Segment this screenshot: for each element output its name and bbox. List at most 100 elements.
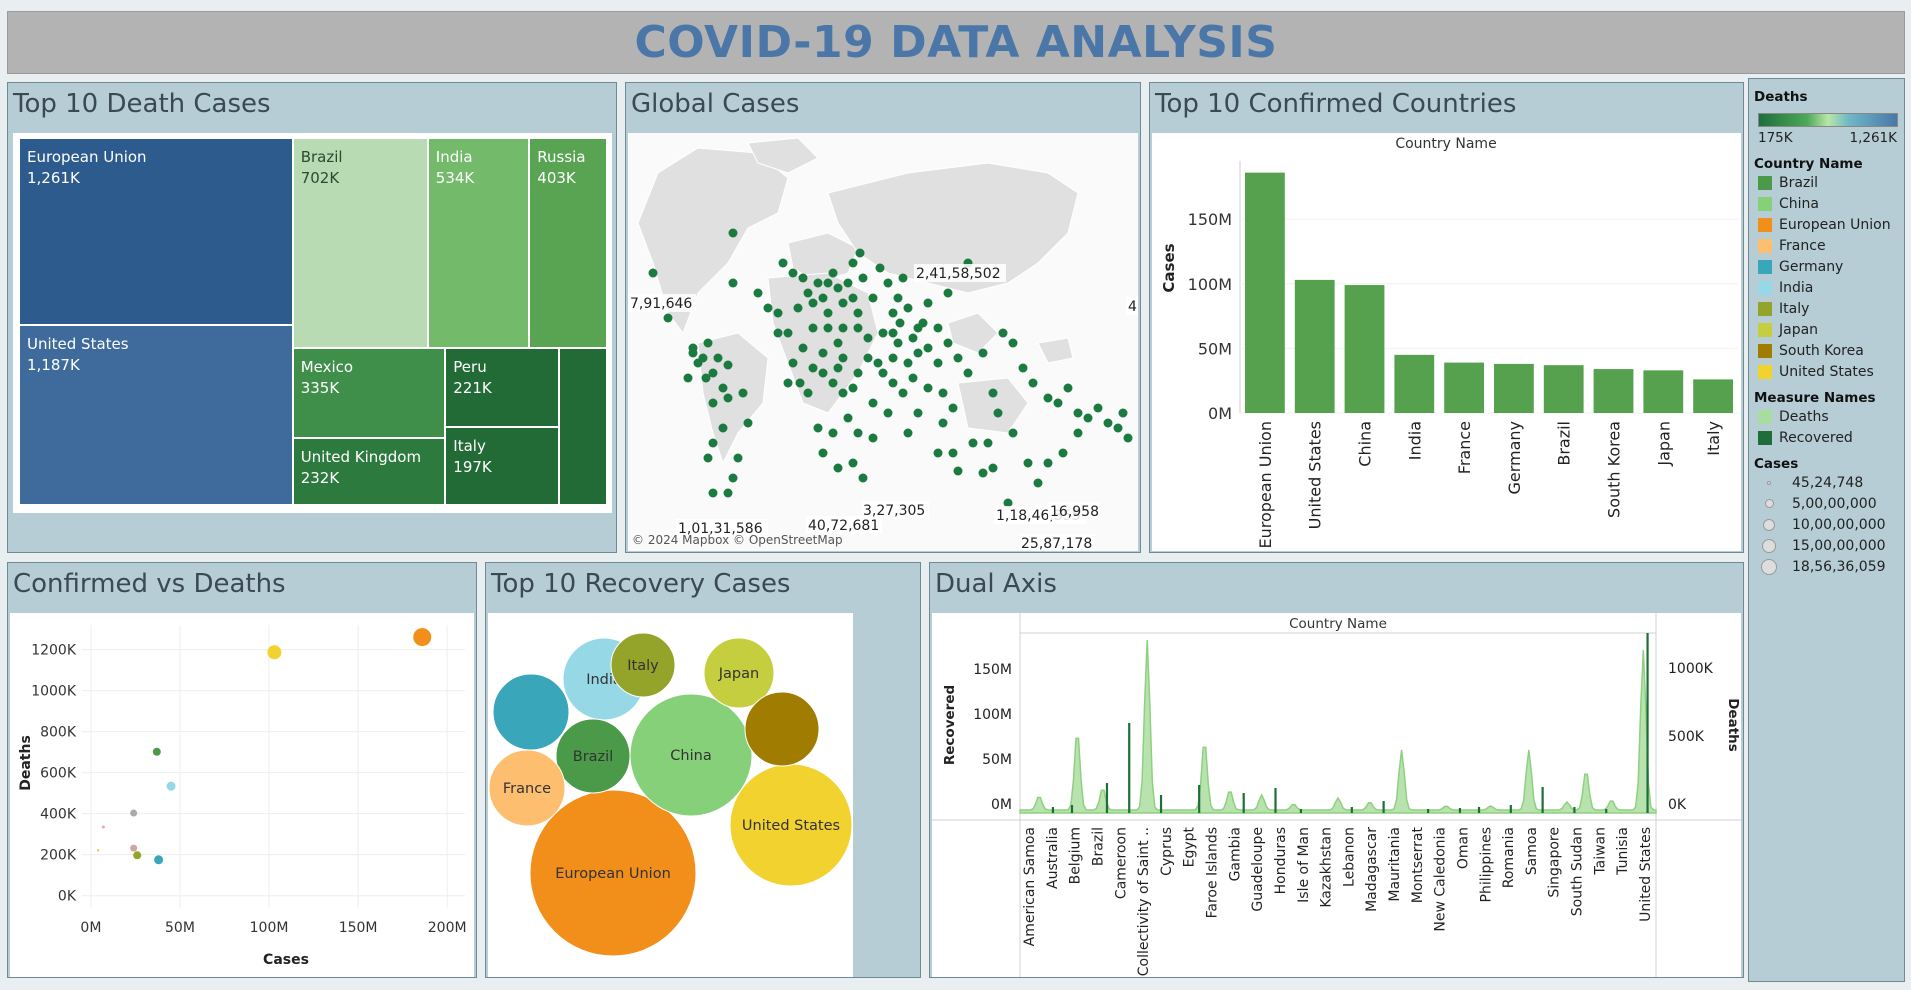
map-point <box>848 293 858 303</box>
panel-top10-confirmed: Top 10 Confirmed Countries Country Name 0… <box>1149 82 1744 553</box>
legend-label: 10,00,00,000 <box>1792 516 1886 533</box>
map-value-label: 25,87,178 <box>1021 536 1092 551</box>
map-point <box>713 353 723 363</box>
bubble-label: Japan <box>718 666 759 682</box>
map-point <box>823 308 833 318</box>
map-point <box>1008 428 1018 438</box>
treemap-cell[interactable]: European Union 1,261K <box>19 138 293 325</box>
map-point <box>1073 428 1083 438</box>
dual-svg: Country Name 0M 50M 100M 150M 0K 500K 1000K Reco… <box>932 613 1741 977</box>
map-point <box>1113 423 1123 433</box>
legend-size-circle <box>1761 558 1777 575</box>
legend-country-item[interactable]: South Korea <box>1754 340 1899 361</box>
map-point <box>883 408 893 418</box>
dual-x-tick-label: Taiwan <box>1592 827 1608 876</box>
legend-size-circle <box>1763 518 1775 531</box>
map-landmass <box>787 232 859 284</box>
legend-measure-item[interactable]: Deaths <box>1754 406 1899 427</box>
map-point <box>1123 433 1133 443</box>
legend-label: Germany <box>1779 258 1844 275</box>
treemap-cell-value: 197K <box>453 457 492 476</box>
map-point <box>793 303 803 313</box>
legend-sidebar: Deaths 175K 1,261K Country Name Brazil Ch… <box>1748 78 1905 982</box>
map-point <box>778 258 788 268</box>
map-point <box>863 353 873 363</box>
legend-country-item[interactable]: France <box>1754 235 1899 256</box>
treemap-cell[interactable]: India 534K <box>427 138 530 349</box>
map-point <box>898 273 908 283</box>
scatter-point <box>413 628 432 647</box>
bubble-label: European Union <box>555 866 671 882</box>
legend-country-item[interactable]: Japan <box>1754 319 1899 340</box>
dual-x-tick-label: Belgium <box>1068 827 1084 884</box>
legend-country-item[interactable]: China <box>1754 193 1899 214</box>
bar-chart-header: Country Name <box>1395 136 1496 152</box>
map-point <box>718 423 728 433</box>
legend-country-item[interactable]: Germany <box>1754 256 1899 277</box>
world-map[interactable]: 7,91,646 2,41,58,502 4 1,01,31,586 40,72,681… <box>628 133 1138 551</box>
map-point <box>688 348 698 358</box>
treemap-cell-value: 232K <box>300 468 340 487</box>
map-landmass <box>947 312 999 354</box>
map-point <box>703 453 713 463</box>
map-point <box>728 473 738 483</box>
treemap-cell-name: Brazil <box>300 148 343 166</box>
treemap-cell[interactable]: Peru 221K <box>445 348 560 427</box>
legend-country-item[interactable]: United States <box>1754 361 1899 382</box>
bar-x-tick-label: European Union <box>1256 421 1275 549</box>
bar-x-tick-label: United States <box>1306 421 1325 529</box>
scatter-x-tick-label: 0M <box>80 920 101 936</box>
map-label-bg <box>806 516 882 534</box>
dual-x-tick-label: Madagascar <box>1364 827 1380 912</box>
legend-measure-item[interactable]: Recovered <box>1754 427 1899 448</box>
map-landmass <box>697 332 769 465</box>
map-point <box>838 298 848 308</box>
bar-x-tick-label: Brazil <box>1555 421 1574 466</box>
treemap-cell[interactable]: Brazil 702K <box>292 138 428 349</box>
map-point <box>833 463 843 473</box>
legend-swatch <box>1758 430 1772 445</box>
legend-country-item[interactable]: Italy <box>1754 298 1899 319</box>
dual-left-tick-label: 150M <box>973 662 1012 678</box>
scatter-x-tick-label: 200M <box>428 920 467 936</box>
map-label-bg <box>676 519 768 537</box>
treemap-cell[interactable]: Russia 403K <box>529 138 607 349</box>
map-point <box>813 423 823 433</box>
map-point <box>733 453 743 463</box>
bar <box>1643 370 1684 413</box>
dual-recovered-bar <box>1427 809 1430 813</box>
map-point <box>895 318 905 328</box>
dual-x-tick-label: American Samoa <box>1022 827 1038 946</box>
map-point <box>858 273 868 283</box>
map-point <box>743 418 753 428</box>
treemap-cell[interactable]: Italy 197K <box>445 426 560 505</box>
map-point <box>1028 378 1038 388</box>
deaths-color-ramp <box>1758 113 1898 127</box>
map-label-bg <box>861 501 929 519</box>
treemap-cell[interactable] <box>559 348 607 505</box>
map-point <box>1043 458 1053 468</box>
legend-country-item[interactable]: Brazil <box>1754 172 1899 193</box>
legend-swatch <box>1758 238 1772 253</box>
treemap-cell[interactable]: United States 1,187K <box>19 324 293 505</box>
bubble-label: Italy <box>627 658 659 674</box>
scatter-point <box>166 781 176 791</box>
map-point <box>773 328 783 338</box>
map-point <box>818 448 828 458</box>
map-label-bg <box>1019 534 1095 551</box>
scatter-area: 0K 200K 400K 600K 800K 1000K 1200K 0M 50M 100M 150… <box>10 613 474 977</box>
treemap-cell[interactable]: Mexico 335K <box>292 348 446 438</box>
map-point <box>753 288 763 298</box>
dual-recovered-bar <box>1350 807 1353 813</box>
bar-y-tick-label: 50M <box>1198 339 1232 358</box>
map-point <box>708 488 718 498</box>
map-point <box>833 338 843 348</box>
panel-title-scatter: Confirmed vs Deaths <box>13 569 286 599</box>
legend-country-item[interactable]: European Union <box>1754 214 1899 235</box>
legend-country-item[interactable]: India <box>1754 277 1899 298</box>
treemap-cell[interactable]: United Kingdom 232K <box>292 437 446 505</box>
bar-x-tick-label: India <box>1405 421 1424 460</box>
dual-recovered-bar <box>1274 788 1277 813</box>
map-point <box>693 358 703 368</box>
